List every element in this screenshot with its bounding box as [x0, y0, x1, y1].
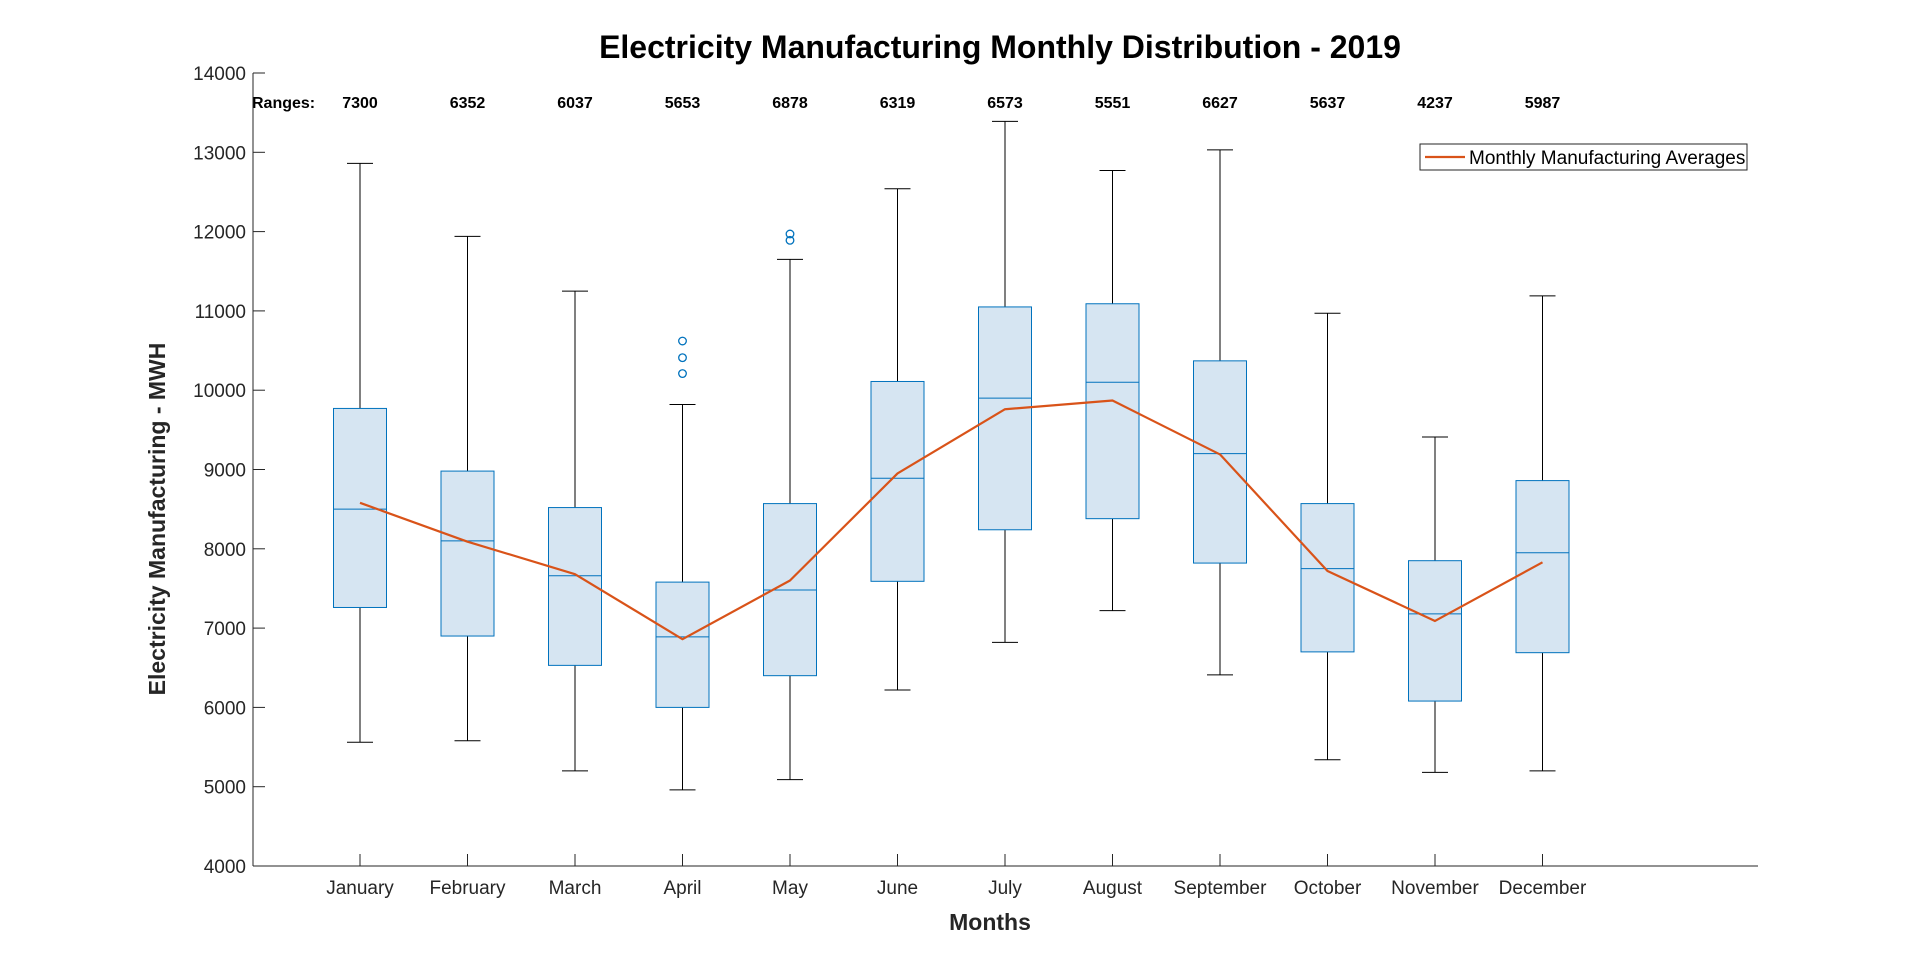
box-november	[1408, 436, 1462, 773]
box-iqr	[440, 470, 495, 637]
box-series	[333, 120, 1570, 791]
x-tick-label-april: April	[663, 878, 701, 899]
y-tick-label: 8000	[204, 540, 246, 561]
box-february	[440, 235, 495, 742]
y-tick-label: 13000	[193, 143, 246, 164]
axes: 4000 5000 6000 7000 8000 9000 10000 11000 12000 1…	[193, 64, 1758, 899]
box-september	[1193, 149, 1247, 676]
x-tick-label-september: September	[1174, 878, 1268, 899]
box-iqr	[1300, 503, 1355, 653]
average-line	[359, 399, 1544, 641]
range-value-december: 5987	[1525, 95, 1561, 112]
outlier-point	[678, 336, 687, 346]
box-june	[870, 188, 925, 691]
range-value-april: 5653	[665, 95, 701, 112]
y-axis-label: Electricity Manufacturing - MWH	[144, 343, 170, 696]
legend-box	[1419, 143, 1748, 171]
box-iqr	[548, 507, 602, 666]
y-tick-label: 7000	[204, 619, 246, 640]
range-value-march: 6037	[557, 95, 593, 112]
y-tick-label: 12000	[193, 223, 246, 244]
box-august	[1085, 170, 1140, 612]
box-iqr	[1193, 360, 1247, 564]
legend: Monthly Manufacturing Averages	[1419, 143, 1748, 171]
x-tick-label-january: January	[326, 878, 394, 899]
box-april	[655, 336, 710, 791]
chart-title: Electricity Manufacturing Monthly Distri…	[599, 29, 1401, 65]
box-july	[978, 120, 1032, 643]
box-iqr	[870, 380, 925, 582]
box-iqr	[1085, 303, 1140, 520]
x-tick-label-february: February	[429, 878, 506, 899]
range-value-august: 5551	[1095, 95, 1131, 112]
box-iqr	[655, 581, 710, 708]
outlier-point	[785, 235, 795, 245]
range-value-july: 6573	[987, 95, 1023, 112]
range-value-january: 7300	[342, 95, 378, 112]
x-tick-label-october: October	[1294, 878, 1362, 899]
box-october	[1300, 312, 1355, 761]
box-iqr	[1515, 480, 1570, 654]
y-tick-label: 14000	[193, 64, 246, 85]
outlier-point	[785, 229, 795, 239]
x-tick-label-may: May	[772, 878, 808, 899]
range-value-september: 6627	[1202, 95, 1238, 112]
x-tick-label-july: July	[988, 878, 1022, 899]
y-tick-label: 10000	[193, 381, 246, 402]
range-value-february: 6352	[450, 95, 486, 112]
x-axis-label: Months	[949, 909, 1031, 935]
outlier-point	[678, 353, 687, 363]
outlier-point	[678, 369, 687, 378]
legend-label-average: Monthly Manufacturing Averages	[1469, 148, 1745, 169]
average-line-series	[359, 399, 1544, 641]
x-tick-label-december: December	[1499, 878, 1587, 899]
box-december	[1515, 295, 1570, 772]
x-tick-label-march: March	[549, 878, 602, 899]
box-march	[548, 290, 602, 772]
y-tick-label: 6000	[204, 698, 246, 719]
x-tick-label-june: June	[877, 878, 918, 899]
range-value-november: 4237	[1417, 95, 1453, 112]
y-tick-label: 11000	[195, 302, 246, 323]
box-january	[333, 162, 387, 743]
box-may	[763, 229, 817, 781]
y-tick-label: 9000	[204, 461, 246, 482]
y-tick-label: 4000	[204, 857, 246, 878]
y-tick-label: 5000	[204, 778, 246, 799]
box-iqr	[333, 407, 387, 608]
ranges-label: Ranges:	[252, 95, 315, 112]
x-tick-label-november: November	[1391, 878, 1479, 899]
x-tick-label-august: August	[1083, 878, 1143, 899]
range-value-june: 6319	[880, 95, 916, 112]
range-value-october: 5637	[1310, 95, 1346, 112]
box-iqr	[978, 306, 1032, 531]
box-iqr	[1408, 560, 1462, 702]
range-value-may: 6878	[772, 95, 808, 112]
range-labels: 7300 6352 6037 5653 6878 6319 6573 5551 6627 5637…	[342, 95, 1560, 112]
